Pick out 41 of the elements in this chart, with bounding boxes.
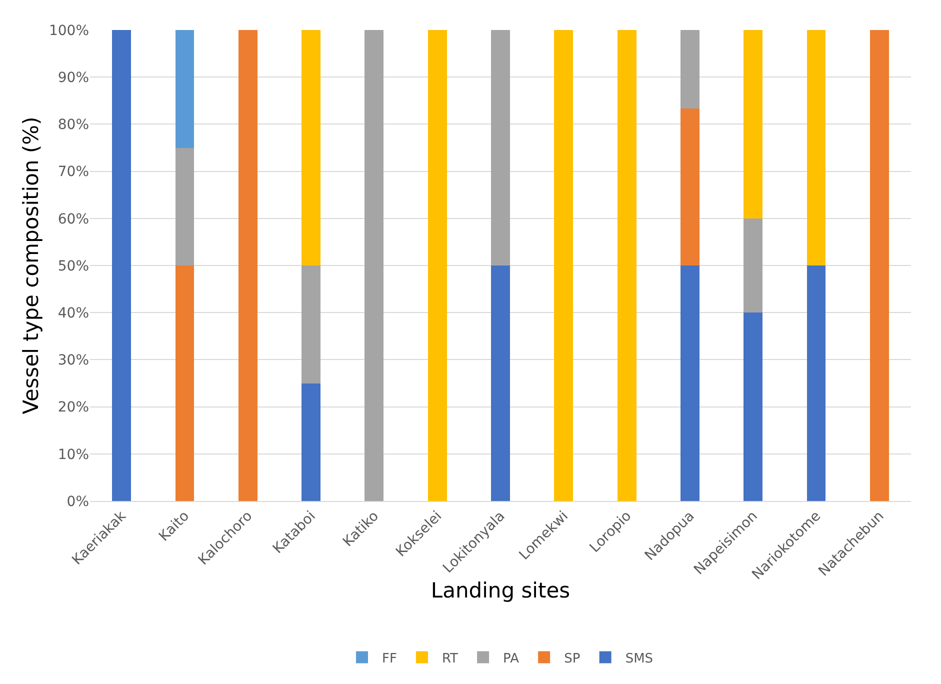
y-tick-label: 90% (58, 70, 89, 86)
bar (302, 383, 321, 501)
bar (680, 266, 700, 501)
y-axis-title: Vessel type composition (%) (19, 116, 43, 414)
bar (554, 30, 574, 501)
bar (617, 30, 636, 501)
bar (302, 266, 321, 384)
bar (870, 30, 889, 501)
legend-label: RT (442, 651, 458, 666)
bar (680, 108, 700, 266)
bar (680, 30, 700, 109)
bar (744, 312, 763, 501)
bar (175, 30, 194, 148)
bar (302, 30, 321, 266)
y-tick-label: 20% (58, 400, 89, 416)
bar (491, 266, 510, 501)
bar (491, 30, 510, 266)
bar (238, 30, 258, 501)
legend-label: PA (503, 651, 520, 666)
legend-label: FF (382, 651, 397, 666)
bar (428, 30, 447, 501)
y-tick-label: 50% (58, 258, 89, 274)
y-tick-label: 100% (48, 22, 89, 39)
y-tick-label: 70% (58, 164, 89, 180)
y-tick-label: 10% (58, 446, 89, 463)
bar (175, 266, 194, 501)
bar (112, 30, 132, 501)
bar (744, 30, 763, 218)
x-axis-title: Landing sites (430, 578, 570, 602)
y-tick-label: 30% (58, 352, 89, 369)
y-tick-label: 80% (58, 117, 89, 134)
bar (364, 30, 384, 501)
bar (175, 148, 194, 266)
legend-label: SP (564, 651, 580, 666)
y-tick-label: 0% (66, 494, 89, 510)
bar (806, 30, 826, 266)
y-tick-label: 60% (58, 211, 89, 228)
bar (744, 218, 763, 313)
legend-label: SMS (625, 651, 654, 666)
bar (806, 266, 826, 501)
y-tick-label: 40% (58, 306, 89, 322)
